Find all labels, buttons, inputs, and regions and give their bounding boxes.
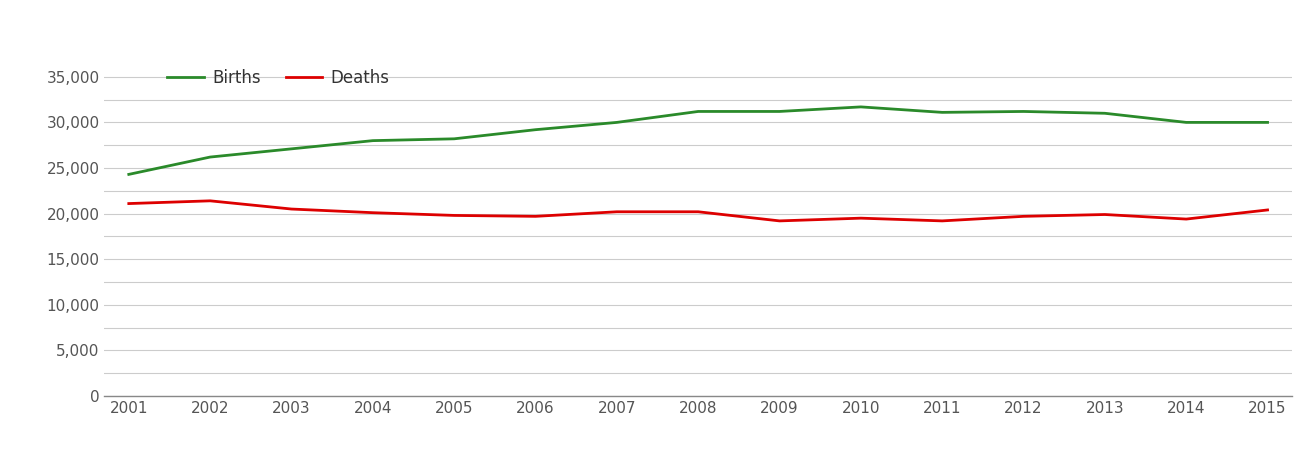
Deaths <box>202 198 218 203</box>
Births <box>527 127 543 132</box>
Births <box>771 109 787 114</box>
Births <box>609 120 625 125</box>
Deaths <box>283 207 299 212</box>
Deaths <box>1015 214 1031 219</box>
Legend: Births, Deaths: Births, Deaths <box>161 63 397 94</box>
Births <box>1098 111 1113 116</box>
Deaths <box>771 218 787 224</box>
Births <box>365 138 381 144</box>
Births <box>934 110 950 115</box>
Deaths <box>365 210 381 216</box>
Deaths <box>1259 207 1275 213</box>
Deaths <box>853 216 869 221</box>
Line: Births: Births <box>129 107 1267 175</box>
Births <box>121 172 137 177</box>
Line: Deaths: Deaths <box>129 201 1267 221</box>
Deaths <box>690 209 706 215</box>
Births <box>690 109 706 114</box>
Deaths <box>1178 216 1194 222</box>
Births <box>283 146 299 152</box>
Births <box>853 104 869 110</box>
Deaths <box>934 218 950 224</box>
Deaths <box>527 214 543 219</box>
Deaths <box>609 209 625 215</box>
Births <box>1178 120 1194 125</box>
Births <box>202 154 218 160</box>
Deaths <box>1098 212 1113 217</box>
Births <box>1015 109 1031 114</box>
Births <box>1259 120 1275 125</box>
Deaths <box>446 213 462 218</box>
Births <box>446 136 462 141</box>
Deaths <box>121 201 137 206</box>
